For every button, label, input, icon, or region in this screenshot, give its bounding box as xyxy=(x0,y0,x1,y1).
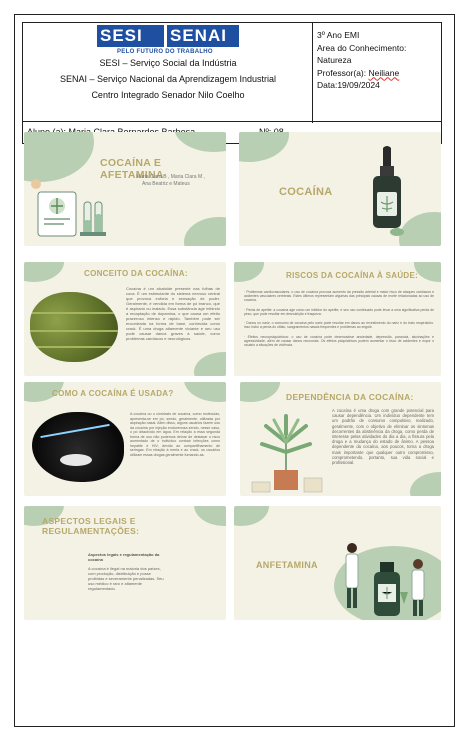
slide-3-text: Cocaína é um alcaloide presente nas folh… xyxy=(126,286,220,341)
slide-1-authors-line2: Ana Beatriz e Mateus xyxy=(142,181,190,187)
decor-blob xyxy=(239,132,289,162)
decor-blob xyxy=(194,352,226,376)
slide-cocaina: COCAÍNA xyxy=(239,132,441,246)
logo-senai: SENAI xyxy=(167,25,239,47)
decor-blob xyxy=(174,132,226,152)
page-border xyxy=(14,14,455,727)
decor-blob xyxy=(234,262,264,282)
area-value: Natureza xyxy=(317,55,352,65)
lab-illustration xyxy=(31,179,106,237)
header-institution-cell: SESI SENAI PELO FUTURO DO TRABALHO SESI … xyxy=(23,23,313,123)
slide-8-title: ANFETAMINA xyxy=(256,560,318,570)
decor-blob xyxy=(24,262,64,282)
slide-5-title: COMO A COCAÍNA É USADA? xyxy=(52,389,174,398)
slide-7-title: ASPECTOS LEGAIS E REGULAMENTAÇÕES: xyxy=(42,516,140,536)
slide-anfetamina: ANFETAMINA xyxy=(234,506,441,620)
dropper-bottle-icon xyxy=(373,146,404,236)
slide-4-text-4: · Efeitos neuropsiquiátricos: o uso de c… xyxy=(244,335,434,348)
institution-line-3: Centro Integrado Senador Nilo Coelho xyxy=(91,90,245,100)
slide-4-title: RISCOS DA COCAÍNA À SAÚDE: xyxy=(286,271,419,280)
decor-blob xyxy=(184,382,226,402)
coca-plantation-photo xyxy=(30,292,118,362)
slide-4-text-3: · Danos no nariz: o consumo de cocaína p… xyxy=(244,321,434,330)
logo-sesi: SESI xyxy=(97,25,167,47)
professor-label: Professor(a): xyxy=(317,67,367,78)
cocaine-powder-photo xyxy=(32,412,124,482)
header-info-cell: 3º Ano EMI Area do Conhecimento: Naturez… xyxy=(313,23,443,123)
area-label: Area do Conhecimento: xyxy=(317,42,407,53)
header-table: SESI SENAI PELO FUTURO DO TRABALHO SESI … xyxy=(22,22,443,123)
professor-name: Neiliane xyxy=(368,67,400,78)
slide-title-cocaina-afetamina: COCAÍNA E AFETAMINA Maria Clara B , Mari… xyxy=(24,132,226,246)
slide-1-title: COCAÍNA E AFETAMINA xyxy=(100,157,164,181)
slide-aspectos-legais: ASPECTOS LEGAIS E REGULAMENTAÇÕES: Aspec… xyxy=(24,506,226,620)
slide-4-text-1: · Problemas cardiovasculares: o uso de c… xyxy=(244,290,434,303)
sesi-senai-logo: SESI SENAI xyxy=(97,25,239,49)
institution-line-1: SESI – Serviço Social da Indústria xyxy=(99,58,237,68)
slide-3-title: CONCEITO DA COCAÍNA: xyxy=(84,269,188,278)
slide-conceito-cocaina: CONCEITO DA COCAÍNA: Cocaína é um alcalo… xyxy=(24,262,226,376)
slide-como-cocaina-usada: COMO A COCAÍNA É USADA? A cocaína ou o c… xyxy=(24,382,226,496)
decor-blob xyxy=(234,506,269,526)
decor-blob xyxy=(410,472,441,496)
slide-1-authors-line1: Maria Clara B , Maria Clara M , xyxy=(136,174,205,180)
decor-blob xyxy=(184,217,226,246)
slide-dependencia-cocaina: DEPENDÊNCIA DA COCAÍNA: A cocaína é uma … xyxy=(240,382,441,496)
slide-4-text-2: · Perda de apetite: a cocaína age como u… xyxy=(244,308,434,317)
decor-blob xyxy=(240,382,280,402)
slide-5-text: A cocaína ou o cloridrato de cocaína, co… xyxy=(130,412,220,457)
slide-7-text: A cocaína é ilegal na maioria dos países… xyxy=(88,566,164,591)
slide-riscos-cocaina: RISCOS DA COCAÍNA À SAÚDE: · Problemas c… xyxy=(234,262,441,376)
cannabis-plant-icon xyxy=(251,414,323,493)
institution-line-2: SENAI – Serviço Nacional da Aprendizagem… xyxy=(59,74,277,84)
logo-tagline: PELO FUTURO DO TRABALHO xyxy=(117,49,213,55)
slide-6-title: DEPENDÊNCIA DA COCAÍNA: xyxy=(286,392,414,402)
slide-2-title: COCAÍNA xyxy=(279,186,333,198)
slide-6-text: A cocaína é uma droga com grande potenci… xyxy=(332,408,434,466)
slide-7-subtitle: Aspectos legais e regulamentação da coca… xyxy=(88,552,160,562)
scientists-illustration xyxy=(345,543,425,616)
grade: 3º Ano EMI xyxy=(317,30,360,40)
date: Data:19/09/2024 xyxy=(317,80,380,90)
professor-line: Professor(a): Neiliane xyxy=(317,67,439,80)
